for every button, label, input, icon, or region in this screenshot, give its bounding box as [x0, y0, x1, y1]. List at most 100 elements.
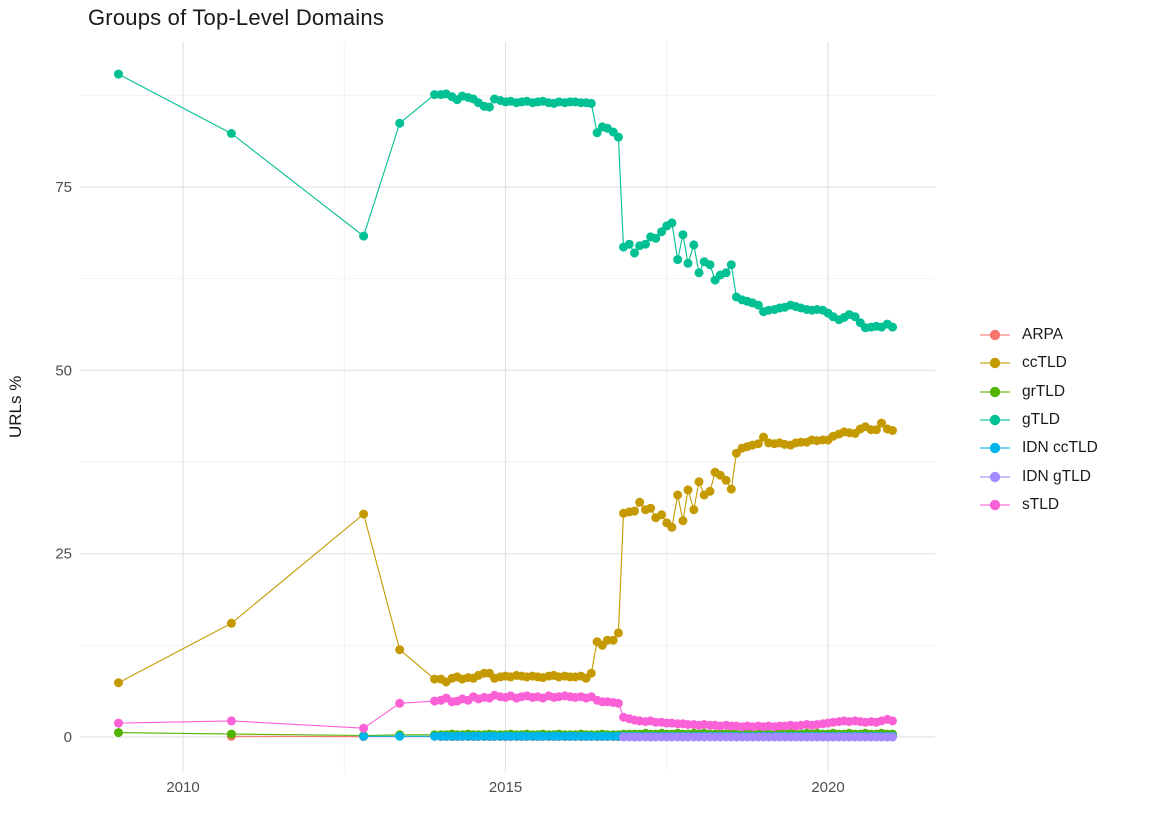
data-point	[726, 260, 736, 270]
data-point	[689, 505, 699, 515]
legend-label-idn-gtld: IDN gTLD	[1022, 467, 1091, 485]
data-point	[726, 484, 736, 494]
legend-label-stld: sTLD	[1022, 495, 1060, 513]
data-point	[359, 731, 369, 741]
series-idn-gtld	[619, 732, 897, 742]
legend-key-idn-gtld	[980, 471, 1010, 482]
data-point	[359, 231, 369, 241]
data-point	[430, 674, 440, 684]
legend-item-arpa: ARPA	[978, 321, 1098, 349]
legend-item-gtld: gTLD	[978, 406, 1098, 434]
data-point	[673, 490, 683, 500]
data-point	[705, 486, 715, 496]
data-point	[667, 522, 677, 532]
legend-key-cctld	[980, 358, 1010, 369]
data-point	[753, 439, 763, 449]
data-point	[731, 448, 741, 458]
data-point	[678, 516, 688, 526]
legend-label-grtld: grTLD	[1022, 382, 1066, 400]
data-point	[651, 233, 661, 243]
data-point	[759, 432, 768, 442]
data-point	[850, 312, 860, 322]
data-point	[635, 497, 645, 507]
data-point	[630, 506, 639, 516]
data-point	[114, 718, 123, 728]
data-point	[683, 258, 693, 268]
chart-title: Groups of Top-Level Domains	[88, 5, 385, 30]
data-point	[657, 227, 667, 237]
data-point	[646, 503, 656, 513]
x-tick-label: 2015	[489, 779, 522, 796]
data-point	[395, 645, 405, 655]
data-point	[226, 129, 236, 138]
x-axis-labels: 2010 2015 2020	[166, 779, 844, 796]
legend-item-grtld: grTLD	[978, 378, 1098, 406]
x-tick-label: 2010	[166, 779, 199, 796]
legend-key-grtld	[980, 386, 1010, 397]
data-point	[705, 260, 715, 270]
legend-item-idn-gtld: IDN gTLD	[978, 462, 1098, 490]
data-point	[871, 425, 881, 435]
y-tick-label: 25	[55, 546, 72, 563]
chart-legend: ARPA ccTLD grTLD gTLD IDN ccTLD IDN gTLD sTLD	[978, 321, 1098, 519]
data-point	[888, 732, 897, 742]
data-point	[592, 128, 602, 138]
legend-key-gtld	[980, 414, 1010, 426]
legend-key-stld	[980, 499, 1010, 511]
data-point	[613, 628, 623, 638]
data-point	[608, 635, 618, 645]
data-point	[586, 668, 596, 678]
legend-key-idn-cctld	[980, 443, 1010, 454]
data-point	[226, 716, 236, 726]
data-point	[226, 729, 236, 739]
data-point	[888, 716, 897, 726]
data-point	[721, 475, 731, 485]
data-point	[395, 731, 405, 741]
data-point	[888, 426, 897, 435]
data-point	[715, 470, 725, 480]
data-point	[586, 98, 596, 108]
data-point	[114, 728, 123, 738]
data-point	[630, 248, 639, 258]
data-point	[641, 239, 650, 249]
legend-label-cctld: ccTLD	[1022, 354, 1067, 372]
series-cctld	[114, 418, 897, 688]
data-point	[678, 230, 688, 240]
data-point	[753, 300, 763, 310]
legend-key-arpa	[980, 329, 1010, 341]
legend-item-cctld: ccTLD	[978, 349, 1098, 377]
legend-label-idn-cctld: IDN ccTLD	[1022, 439, 1098, 457]
grid-minor	[80, 42, 935, 772]
data-point	[888, 322, 897, 332]
data-point	[613, 132, 623, 142]
y-tick-label: 50	[55, 362, 72, 379]
data-point	[430, 90, 440, 100]
legend-item-stld: sTLD	[978, 491, 1098, 519]
data-point	[114, 69, 123, 79]
data-point	[689, 240, 699, 250]
data-point	[877, 418, 886, 428]
data-point	[430, 731, 440, 741]
data-point	[613, 698, 623, 708]
data-point	[667, 218, 677, 228]
data-point	[624, 239, 634, 249]
data-point	[114, 678, 123, 688]
x-tick-label: 2020	[811, 779, 844, 796]
series-gtld	[114, 69, 897, 333]
data-point	[395, 118, 405, 128]
data-point	[721, 268, 731, 278]
data-point	[226, 618, 236, 628]
data-point	[395, 698, 405, 708]
data-point	[694, 268, 704, 278]
legend-item-idn-cctld: IDN ccTLD	[978, 434, 1098, 462]
y-tick-label: 75	[55, 179, 72, 196]
data-point	[359, 723, 369, 733]
data-point	[694, 477, 704, 487]
legend-label-gtld: gTLD	[1022, 411, 1060, 429]
data-point	[657, 510, 667, 520]
legend-label-arpa: ARPA	[1022, 326, 1064, 344]
data-point	[359, 509, 369, 519]
grid-major	[80, 42, 935, 772]
